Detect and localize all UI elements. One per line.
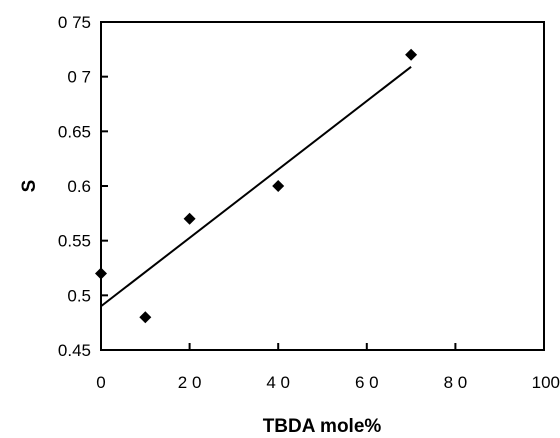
x-tick-label: 0	[96, 373, 105, 392]
data-points-layer	[95, 48, 418, 324]
fit-line	[100, 66, 412, 308]
x-tick-label: 6 0	[355, 373, 379, 392]
y-tick-label: 0 7	[67, 68, 91, 87]
x-axis-title: TBDA mole%	[263, 416, 382, 437]
x-tick-label: 100	[532, 373, 560, 392]
plot-frame	[100, 21, 545, 351]
y-tick-label: 0 75	[58, 13, 91, 32]
y-axis-title: S	[19, 180, 40, 193]
y-tick-label: 0.45	[58, 341, 91, 360]
y-tick-label: 0.5	[67, 286, 91, 305]
y-tick-label: 0.65	[58, 122, 91, 141]
fit-line-layer	[100, 66, 412, 308]
x-axis: 0 2 0 4 0 6 0 8 0 100	[96, 343, 560, 392]
x-tick-label: 4 0	[266, 373, 290, 392]
data-point	[405, 48, 418, 61]
data-point	[139, 311, 152, 324]
x-tick-label: 8 0	[444, 373, 468, 392]
data-point	[183, 212, 196, 225]
x-tick-label: 2 0	[178, 373, 202, 392]
y-axis: 0.45 0.5 0.55 0.6 0.65 0 7 0 75	[58, 13, 108, 360]
data-point	[272, 180, 285, 192]
y-tick-label: 0.6	[67, 177, 91, 196]
y-tick-label: 0.55	[58, 232, 91, 251]
data-point	[95, 267, 107, 280]
